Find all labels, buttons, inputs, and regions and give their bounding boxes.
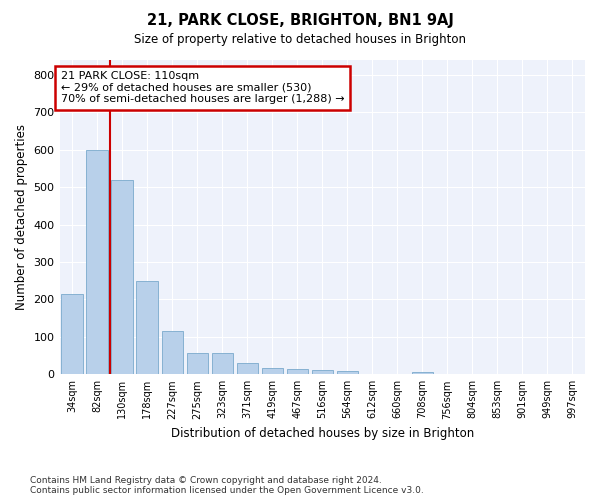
Bar <box>86 150 108 374</box>
Bar <box>287 368 308 374</box>
Bar <box>212 353 233 374</box>
Bar <box>112 180 133 374</box>
Bar <box>161 332 183 374</box>
Bar <box>187 353 208 374</box>
Text: Size of property relative to detached houses in Brighton: Size of property relative to detached ho… <box>134 32 466 46</box>
Bar <box>337 372 358 374</box>
Text: Contains HM Land Registry data © Crown copyright and database right 2024.
Contai: Contains HM Land Registry data © Crown c… <box>30 476 424 495</box>
Text: 21 PARK CLOSE: 110sqm
← 29% of detached houses are smaller (530)
70% of semi-det: 21 PARK CLOSE: 110sqm ← 29% of detached … <box>61 71 344 104</box>
Bar <box>136 281 158 374</box>
Text: 21, PARK CLOSE, BRIGHTON, BN1 9AJ: 21, PARK CLOSE, BRIGHTON, BN1 9AJ <box>146 12 454 28</box>
Bar <box>236 363 258 374</box>
Bar <box>61 294 83 374</box>
Bar <box>412 372 433 374</box>
X-axis label: Distribution of detached houses by size in Brighton: Distribution of detached houses by size … <box>170 427 474 440</box>
Y-axis label: Number of detached properties: Number of detached properties <box>15 124 28 310</box>
Bar <box>262 368 283 374</box>
Bar <box>311 370 333 374</box>
